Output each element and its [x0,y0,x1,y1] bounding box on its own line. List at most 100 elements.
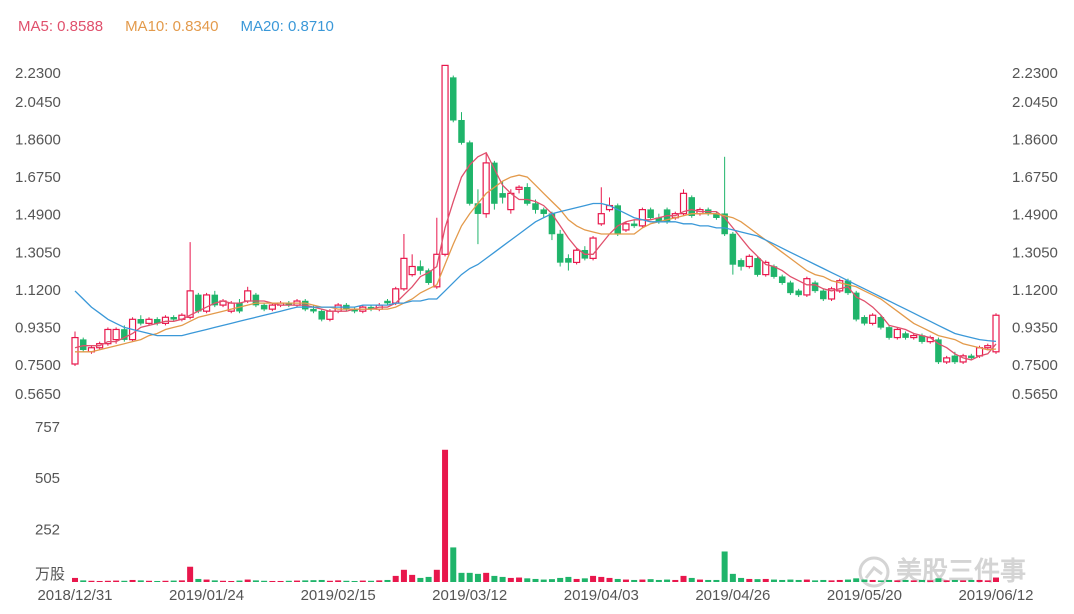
volume-bar [203,579,210,582]
candle-body [778,276,786,283]
volume-bar [146,580,153,582]
candle-body [145,318,153,324]
candle-body [795,290,802,296]
volume-bar [400,569,407,582]
volume-bar [113,580,120,582]
y-tick-label-right: 0.7500 [1012,357,1058,374]
volume-tick-label: 505 [35,470,60,487]
candle-body [721,213,728,235]
candle-body [532,203,539,210]
volume-bar [129,579,136,582]
volume-bar [343,580,350,582]
candle-body [186,290,194,318]
volume-bar [392,575,399,582]
volume-bar [770,579,777,582]
volume-bar [812,580,819,582]
candle-body [400,257,408,290]
volume-bar [754,579,761,582]
volume-bar [425,576,432,582]
volume-bar [211,580,218,582]
volume-bar [581,578,588,582]
volume-bar [499,576,506,582]
volume-bar [918,579,925,582]
y-tick-label: 1.4900 [15,207,61,224]
candle-body [688,197,695,216]
candle-body [679,192,688,215]
ma-line [75,174,997,353]
x-tick-label: 2019/02/15 [301,587,376,604]
candle-body [836,280,844,292]
volume-bar [195,578,202,582]
volume-bar [310,580,317,582]
candle-body [762,261,770,276]
volume-bar [951,579,958,582]
candle-body [507,192,515,211]
y-tick-label-right: 1.4900 [1012,207,1058,224]
volume-bar [376,580,383,582]
y-tick-label: 1.3050 [15,244,61,261]
volume-bar [442,449,449,582]
volume-bar [474,573,481,582]
volume-bar [220,580,227,582]
x-tick-label: 2019/01/24 [169,587,244,604]
volume-bar [927,580,934,582]
x-tick-label: 2019/06/12 [958,587,1033,604]
volume-bar [80,580,87,582]
candle-body [737,260,745,267]
candle-body [466,142,473,204]
volume-bar [261,580,268,582]
ma-line [74,151,997,361]
candle-body [161,316,170,324]
volume-bar [294,580,301,582]
candles [71,64,1000,582]
volume-bar [368,580,375,582]
volume-bar [187,566,194,582]
watermark-icon [864,565,883,579]
candle-body [244,290,252,302]
candle-body [885,327,893,338]
candle-body [524,187,531,204]
candle-body [622,223,630,231]
volume-bar [631,579,638,582]
volume-bar [935,578,942,582]
volume-bar [762,578,769,582]
y-tick-label-right: 1.8600 [1012,132,1058,149]
volume-bar [491,575,498,582]
candle-body [827,288,836,300]
volume-bar [565,576,572,582]
legend-item: MA20: 0.8710 [240,18,333,35]
x-tick-label: 2019/05/20 [827,587,902,604]
candle-body [121,329,128,340]
volume-bar [458,572,465,582]
candle-body [893,328,901,339]
volume-bar [409,574,416,582]
candle-body [943,357,951,363]
volume-bar [466,572,473,582]
volume-bar [450,547,457,582]
candle-body [458,119,465,143]
y-tick-label: 1.1200 [15,282,61,299]
candle-body [852,292,860,320]
candle-body [787,282,794,294]
candle-body [589,237,597,259]
candle-body [211,294,219,306]
candle-body [268,304,276,310]
candle-body [310,308,317,312]
y-tick-label: 0.5650 [15,386,61,403]
y-tick-label-right: 1.6750 [1012,169,1058,186]
volume-bar [853,578,860,582]
volume-bar [548,579,555,582]
volume-bar [828,580,835,582]
x-tick-label: 2019/04/26 [695,587,770,604]
volume-bar [121,580,128,582]
volume-bar [557,577,564,582]
volume-bar [746,578,753,582]
candle-body [902,333,909,338]
volume-bar [96,580,103,582]
volume-bar [516,577,523,582]
volume-bar [524,578,531,582]
candle-body [869,314,877,324]
candle-body [992,314,1000,353]
candle-body [79,339,87,351]
